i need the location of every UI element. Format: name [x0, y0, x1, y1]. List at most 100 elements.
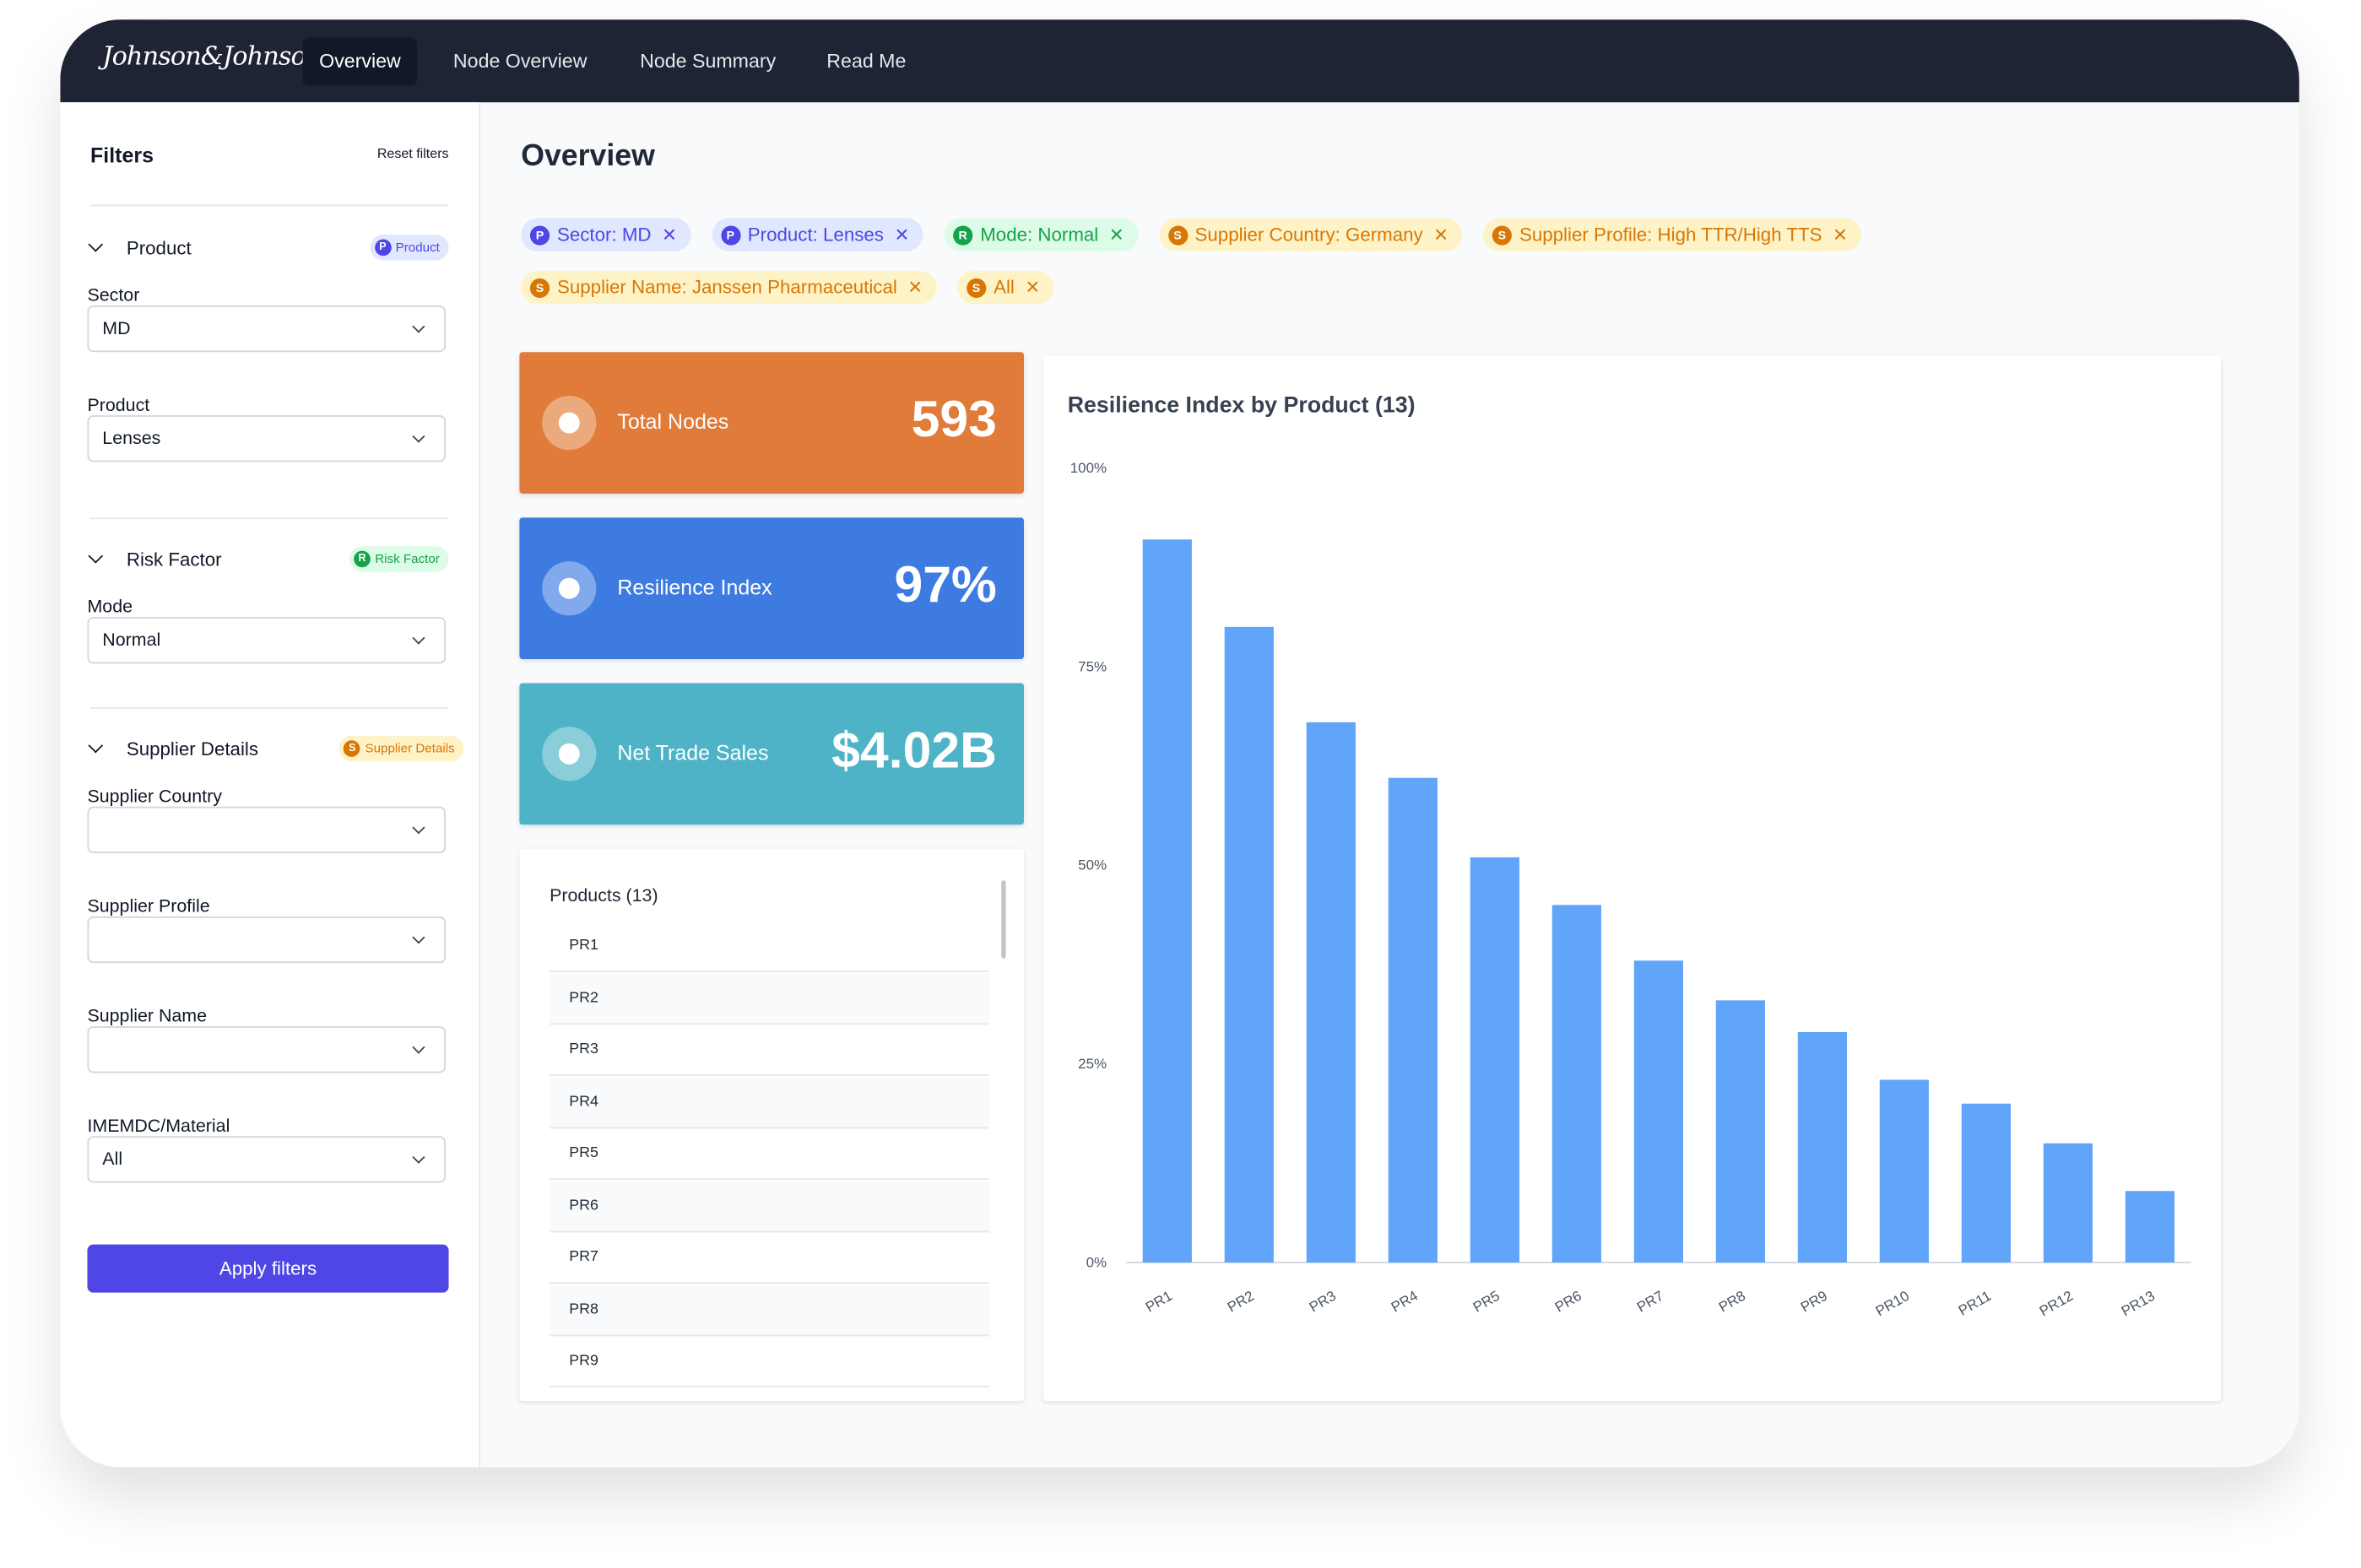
chip-letter: S — [1492, 224, 1513, 245]
app-window: Johnson&Johnson Overview Node Overview Nod… — [60, 19, 2299, 1468]
divider — [90, 707, 449, 709]
kpi-value: $4.02B — [831, 722, 997, 780]
section-title: Product — [126, 237, 192, 259]
y-tick-label: 75% — [1078, 658, 1107, 674]
chip-remove[interactable]: ✕ — [662, 224, 677, 246]
active-filter-chips: P Sector: MD ✕ P Product: Lenses ✕ R Mode: Norm… — [521, 218, 1921, 305]
chip-text: Mode: Normal — [980, 224, 1099, 246]
chip-remove[interactable]: ✕ — [1025, 277, 1041, 299]
kpi-icon — [542, 561, 597, 616]
scrollbar — [1001, 880, 1006, 959]
field-label: Mode — [87, 596, 133, 618]
chip-letter: S — [1167, 224, 1188, 245]
brand-logo: Johnson&Johnson — [102, 41, 322, 73]
bar — [1470, 857, 1519, 1263]
y-tick-label: 100% — [1070, 460, 1107, 476]
product-row[interactable]: PR8 — [550, 1284, 989, 1336]
select-value: MD — [102, 317, 131, 339]
product-row[interactable]: PR9 — [550, 1336, 989, 1388]
product-row[interactable]: PR7 — [550, 1232, 989, 1284]
chip-remove[interactable]: ✕ — [894, 224, 910, 246]
bar — [1797, 1031, 1847, 1263]
bar — [2125, 1191, 2175, 1263]
apply-button[interactable]: Apply filters — [87, 1244, 449, 1293]
filter-chip: S Supplier Country: Germany ✕ — [1158, 218, 1463, 251]
kpi-icon — [542, 395, 597, 451]
select-box[interactable] — [87, 1026, 447, 1073]
chip-text: Supplier Country: Germany — [1194, 224, 1423, 246]
select-box[interactable] — [87, 806, 447, 854]
field-label: Sector — [87, 284, 140, 305]
chart: Resilience Index by Product (13) 0% 25% 50%… — [1068, 392, 2191, 1320]
products-title: Products (13) — [550, 884, 658, 906]
bar — [1551, 905, 1601, 1263]
collapse-chevron[interactable] — [88, 549, 104, 564]
chip-remove[interactable]: ✕ — [907, 277, 923, 299]
chip-letter: P — [529, 224, 550, 245]
field-label: Supplier Profile — [87, 895, 210, 916]
bar — [1306, 722, 1356, 1263]
x-tick-label: PR6 — [1552, 1288, 1584, 1316]
section-badge: P Product — [370, 235, 449, 261]
select-box[interactable]: MD — [87, 305, 447, 353]
kpi-icon — [542, 727, 597, 781]
product-row[interactable]: PR6 — [550, 1180, 989, 1232]
bar — [1961, 1103, 2012, 1263]
chart-title: Resilience Index by Product (13) — [1068, 392, 1416, 418]
product-row[interactable]: PR1 — [550, 921, 989, 972]
x-tick-label: PR2 — [1225, 1288, 1257, 1316]
collapse-chevron[interactable] — [88, 236, 104, 252]
kpi-value: 97% — [894, 556, 997, 614]
filter-chip: P Sector: MD ✕ — [521, 218, 691, 251]
chip-text: Supplier Profile: High TTR/High TTS — [1519, 224, 1822, 246]
x-tick-label: PR4 — [1389, 1288, 1421, 1316]
product-row[interactable]: PR4 — [550, 1076, 989, 1128]
badge-letter: R — [354, 550, 371, 568]
bar — [1388, 777, 1438, 1263]
chip-text: All — [994, 277, 1015, 299]
collapse-chevron[interactable] — [88, 738, 104, 754]
bar — [1715, 1000, 1765, 1263]
select-box[interactable]: All — [87, 1136, 447, 1183]
select-value: Lenses — [102, 427, 161, 449]
y-tick-label: 0% — [1086, 1254, 1107, 1270]
kpi-card: Net Trade Sales $4.02B — [519, 683, 1024, 825]
select-box[interactable] — [87, 916, 447, 964]
y-tick-label: 50% — [1078, 857, 1107, 873]
kpi-card: Resilience Index 97% — [519, 517, 1024, 659]
section-badge: R Risk Factor — [349, 546, 449, 572]
bar — [1224, 626, 1274, 1263]
chip-remove[interactable]: ✕ — [1108, 224, 1124, 246]
x-tick-label: PR9 — [1798, 1288, 1830, 1316]
products-card: Products (13) PR1 PR2 PR3 PR4 PR5 PR6 PR7 PR8 PR9 — [519, 848, 1024, 1402]
chip-remove[interactable]: ✕ — [1833, 224, 1848, 246]
x-tick-label: PR8 — [1716, 1288, 1748, 1316]
x-tick-label: PR3 — [1307, 1288, 1339, 1316]
nav-tab[interactable]: Node Overview — [452, 49, 588, 73]
nav-tab[interactable]: Read Me — [826, 49, 907, 73]
x-tick-label: PR10 — [1873, 1288, 1912, 1320]
field-label: Supplier Name — [87, 1005, 208, 1027]
kpi-label: Total Nodes — [617, 409, 729, 434]
product-row[interactable]: PR2 — [550, 972, 989, 1025]
filter-chip: P Product: Lenses ✕ — [711, 218, 923, 251]
x-tick-label: PR11 — [1956, 1288, 1994, 1319]
select-box[interactable]: Normal — [87, 617, 447, 664]
reset-filters[interactable]: Reset filters — [376, 145, 449, 161]
chip-text: Sector: MD — [557, 224, 652, 246]
x-tick-label: PR5 — [1470, 1288, 1503, 1316]
page-title: Overview — [521, 139, 655, 174]
chart-card: Resilience Index by Product (13) 0% 25% 50%… — [1043, 354, 2222, 1402]
nav-tab[interactable]: Node Summary — [640, 49, 777, 73]
x-tick-label: PR12 — [2037, 1288, 2076, 1320]
nav-tab[interactable]: Overview — [302, 37, 418, 86]
field-label: Supplier Country — [87, 785, 222, 807]
x-tick-label: PR1 — [1143, 1288, 1175, 1316]
chip-letter: S — [529, 277, 550, 298]
y-tick-label: 25% — [1078, 1056, 1107, 1072]
product-row[interactable]: PR5 — [550, 1128, 989, 1180]
chip-remove[interactable]: ✕ — [1433, 224, 1449, 246]
chip-text: Supplier Name: Janssen Pharmaceutical — [557, 277, 897, 299]
product-row[interactable]: PR3 — [550, 1025, 989, 1076]
select-box[interactable]: Lenses — [87, 415, 447, 462]
